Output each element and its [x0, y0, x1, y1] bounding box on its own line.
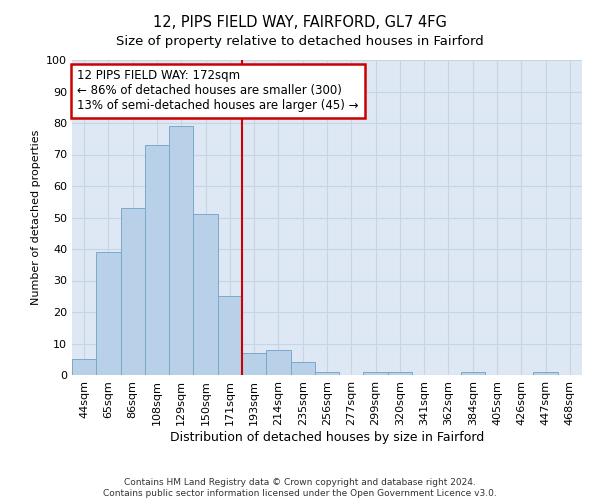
- Bar: [315, 372, 339, 375]
- Y-axis label: Number of detached properties: Number of detached properties: [31, 130, 41, 305]
- Bar: [242, 353, 266, 375]
- Bar: [145, 145, 169, 375]
- Bar: [290, 362, 315, 375]
- Text: Contains HM Land Registry data © Crown copyright and database right 2024.
Contai: Contains HM Land Registry data © Crown c…: [103, 478, 497, 498]
- Bar: [193, 214, 218, 375]
- Bar: [461, 372, 485, 375]
- Bar: [364, 372, 388, 375]
- Bar: [96, 252, 121, 375]
- Bar: [121, 208, 145, 375]
- X-axis label: Distribution of detached houses by size in Fairford: Distribution of detached houses by size …: [170, 430, 484, 444]
- Bar: [533, 372, 558, 375]
- Bar: [169, 126, 193, 375]
- Text: Size of property relative to detached houses in Fairford: Size of property relative to detached ho…: [116, 35, 484, 48]
- Text: 12, PIPS FIELD WAY, FAIRFORD, GL7 4FG: 12, PIPS FIELD WAY, FAIRFORD, GL7 4FG: [153, 15, 447, 30]
- Text: 12 PIPS FIELD WAY: 172sqm
← 86% of detached houses are smaller (300)
13% of semi: 12 PIPS FIELD WAY: 172sqm ← 86% of detac…: [77, 70, 359, 112]
- Bar: [72, 359, 96, 375]
- Bar: [266, 350, 290, 375]
- Bar: [388, 372, 412, 375]
- Bar: [218, 296, 242, 375]
